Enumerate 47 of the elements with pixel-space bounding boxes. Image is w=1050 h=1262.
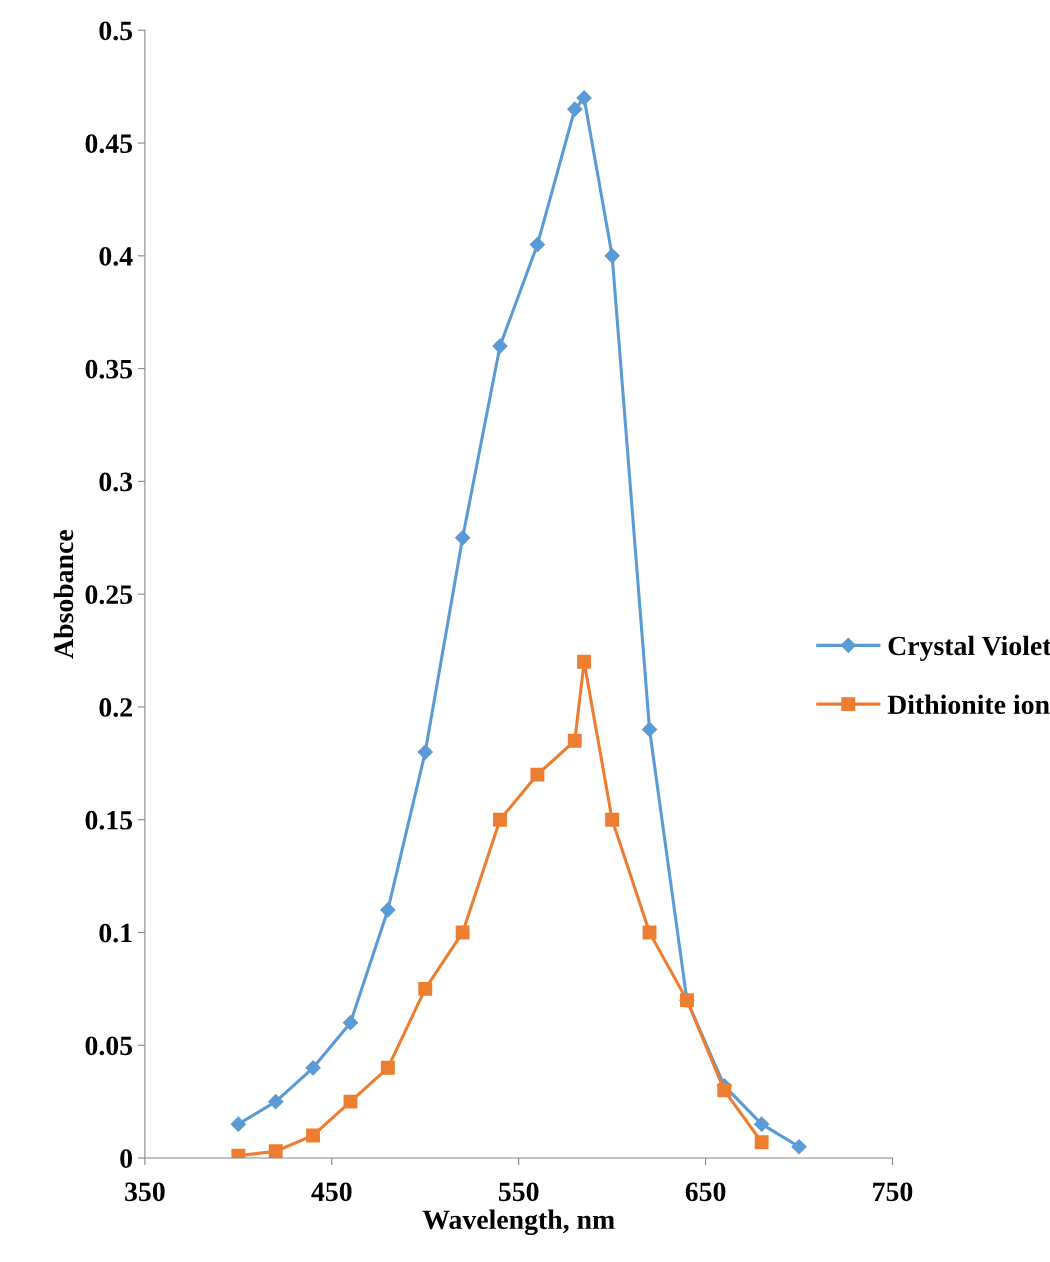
point: [305, 1060, 321, 1076]
point: [268, 1144, 283, 1159]
point: [230, 1116, 246, 1132]
point: [791, 1139, 807, 1155]
point: [576, 90, 592, 106]
point: [342, 1015, 359, 1031]
x-tick-label: 450: [311, 1182, 352, 1202]
y-tick-label: 0.45: [85, 134, 133, 154]
point: [492, 338, 508, 354]
x-tick-label: 550: [498, 1182, 539, 1202]
x-tick-label: 750: [873, 1182, 913, 1202]
y-tick-label: 0.2: [99, 698, 132, 717]
y-tick-label: 0.1: [99, 923, 132, 943]
point: [754, 1116, 770, 1132]
point: [754, 1135, 769, 1150]
x-tick-label: 350: [125, 1182, 165, 1202]
point: [641, 721, 658, 738]
point: [268, 1094, 284, 1110]
point: [529, 236, 545, 253]
x-tick-label: 650: [685, 1182, 726, 1202]
y-tick-label: 0.25: [85, 585, 133, 605]
x-axis-title: Wavelength, nm: [422, 1209, 615, 1235]
y-tick-label: 0.5: [99, 21, 133, 41]
y-tick-label: 0.4: [99, 247, 133, 266]
point: [417, 744, 433, 760]
point: [604, 248, 620, 264]
point: [717, 1083, 732, 1098]
y-tick-label: 0.15: [85, 810, 133, 830]
point: [577, 654, 592, 669]
point: [418, 981, 433, 996]
point: [455, 925, 470, 940]
point: [530, 767, 545, 782]
y-tick-label: 0.05: [85, 1036, 133, 1056]
point: [605, 812, 620, 827]
point: [380, 1060, 395, 1075]
point: [493, 812, 507, 827]
y-tick-label: 0.3: [99, 472, 133, 492]
point: [380, 902, 396, 918]
point: [306, 1128, 321, 1143]
y-tick-label: 0.35: [85, 359, 133, 379]
point: [455, 530, 471, 546]
point: [567, 101, 583, 117]
y-axis-title: Absobance: [53, 530, 74, 659]
y-tick-label: 0: [120, 1149, 133, 1168]
legend-label: Dithionite ion: [887, 694, 1050, 715]
point: [567, 733, 582, 748]
point: [343, 1094, 358, 1109]
